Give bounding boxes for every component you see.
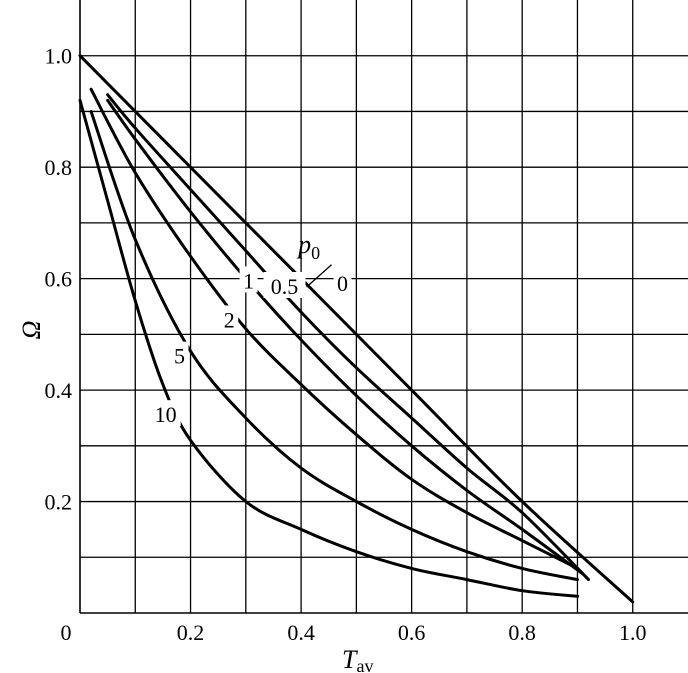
curve-label-mask (170, 341, 189, 368)
tick-labels: 0 0.2 0.4 0.6 0.8 1.0 0.2 0.4 0.6 0.8 1.0 (45, 44, 647, 645)
curve-label-p0-2: 2 (224, 307, 235, 332)
series-line-p0-5 (89, 110, 579, 582)
curve-label-mask (239, 266, 258, 293)
curve-label-p0-5: 5 (174, 344, 185, 369)
x-tick-label: 0.6 (398, 620, 426, 645)
x-tick-label: 0 (61, 620, 72, 645)
curve-label-mask (333, 269, 352, 296)
series-line-p0-2 (89, 87, 579, 570)
grid (80, 0, 688, 613)
curve-label-mask (150, 400, 181, 427)
series-line-p0-1 (106, 98, 585, 576)
y-tick-label: 0.8 (45, 155, 73, 180)
curve-label-p0-0_5: 0.5 (271, 274, 299, 299)
curve-label-mask (263, 271, 306, 298)
curve-label-p0-10: 10 (155, 402, 177, 427)
parameter-label-subscript: 0 (311, 243, 320, 263)
x-tick-label: 1.0 (619, 620, 647, 645)
parameter-label: p0 (296, 230, 320, 263)
x-tick-label: 0.8 (508, 620, 536, 645)
y-axis-label: Ω (17, 321, 46, 340)
series-line-p0-10 (78, 98, 579, 598)
y-tick-label: 0.6 (45, 267, 73, 292)
series-line-p0-0 (78, 54, 635, 604)
series-line-p0-0_5 (106, 93, 590, 582)
plot-frame (79, 0, 688, 614)
parameter-leader-line (306, 264, 332, 288)
x-axis-label-subscript: av (356, 656, 373, 673)
curves (78, 54, 635, 604)
x-tick-label: 0.2 (177, 620, 205, 645)
curve-label-p0-0: 0 (337, 271, 348, 296)
parameter-label-main: p (296, 230, 311, 259)
x-axis-label: Tav (342, 645, 373, 673)
x-axis-label-main: T (342, 645, 358, 673)
y-tick-label: 0.4 (45, 378, 73, 403)
curve-label-p0-1: 1 (243, 268, 254, 293)
curve-label-mask (220, 305, 239, 332)
y-tick-label: 1.0 (45, 44, 73, 69)
curve-labels: 0 0.5 12 5 10 (150, 264, 352, 427)
y-tick-label: 0.2 (45, 490, 73, 515)
x-tick-label: 0.4 (287, 620, 315, 645)
